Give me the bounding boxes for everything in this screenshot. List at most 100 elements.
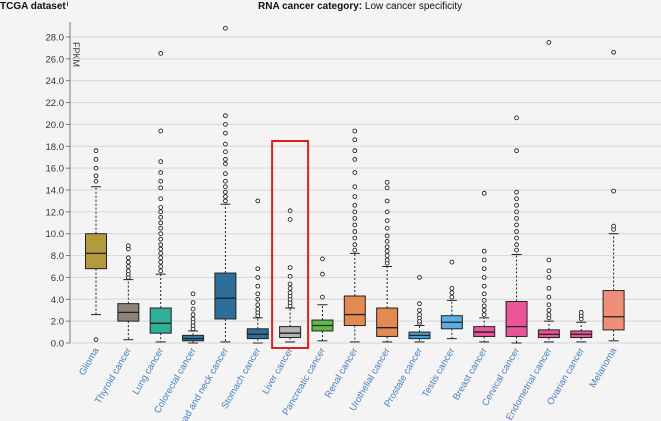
outlier-point xyxy=(158,185,164,191)
box-lung-cancer xyxy=(149,51,172,343)
outlier-point xyxy=(352,194,358,199)
outlier-point xyxy=(158,196,164,202)
outlier-point xyxy=(514,115,519,121)
outlier-point xyxy=(287,208,293,214)
box-iqr xyxy=(279,326,302,339)
box-ovarian-cancer xyxy=(570,310,593,343)
outlier-point xyxy=(352,170,358,175)
box-iqr xyxy=(343,295,366,327)
outlier-point xyxy=(546,312,552,317)
outlier-point xyxy=(481,275,487,280)
outlier-point xyxy=(158,205,164,210)
outlier-point xyxy=(417,312,422,317)
x-label-testis-cancer: Testis cancer xyxy=(420,346,457,400)
outlier-point xyxy=(449,259,455,265)
outlier-point xyxy=(223,130,228,136)
y-tick-label: 10.0 xyxy=(46,229,65,240)
outlier-point xyxy=(223,184,228,190)
outlier-point xyxy=(514,196,519,202)
y-tick-label: 6.0 xyxy=(51,273,64,284)
outlier-point xyxy=(223,161,228,167)
box-liver-cancer xyxy=(279,208,302,343)
outlier-point xyxy=(158,220,164,226)
box-cervical-cancer xyxy=(505,115,528,344)
outlier-point xyxy=(93,157,99,162)
y-tick-label: 14.0 xyxy=(46,186,65,197)
highlight-frame xyxy=(271,140,310,349)
outlier-point xyxy=(287,290,293,296)
outlier-point xyxy=(158,159,164,164)
outlier-point xyxy=(93,148,99,154)
outlier-point xyxy=(126,259,131,265)
outlier-point xyxy=(514,222,519,228)
outlier-point xyxy=(352,184,358,190)
outlier-point xyxy=(255,283,261,289)
outlier-point xyxy=(384,257,390,263)
outlier-point xyxy=(352,242,358,247)
box-endometrial-cancer xyxy=(537,40,560,343)
outlier-point xyxy=(352,216,358,221)
outlier-point xyxy=(611,49,616,55)
outlier-point xyxy=(190,306,196,312)
outlier-point xyxy=(384,253,390,258)
outlier-point xyxy=(320,256,325,262)
y-tick-label: 8.0 xyxy=(51,251,64,262)
outlier-point xyxy=(514,247,519,253)
outlier-point xyxy=(546,40,552,45)
outlier-point xyxy=(223,157,228,162)
outlier-point xyxy=(481,190,487,196)
outlier-point xyxy=(481,266,487,272)
outlier-point xyxy=(384,233,390,239)
outlier-point xyxy=(352,202,358,208)
outlier-point xyxy=(158,246,164,252)
outlier-point xyxy=(384,239,390,244)
box-iqr xyxy=(214,272,237,320)
outlier-point xyxy=(158,231,164,237)
x-label-liver-cancer: Liver cancer xyxy=(260,346,295,396)
outlier-point xyxy=(158,128,164,134)
box-stomach-cancer xyxy=(246,198,269,344)
box-series xyxy=(85,25,625,344)
box-breast-cancer xyxy=(473,190,496,343)
outlier-point xyxy=(384,180,390,185)
outlier-point xyxy=(255,306,261,312)
outlier-point xyxy=(255,296,261,302)
outlier-point xyxy=(352,222,358,228)
outlier-point xyxy=(384,209,390,215)
y-tick-label: 2.0 xyxy=(51,317,64,328)
outlier-point xyxy=(223,198,228,204)
outlier-point xyxy=(158,251,164,256)
y-tick-label: 18.0 xyxy=(46,142,65,153)
outlier-point xyxy=(223,189,228,195)
outlier-point xyxy=(126,243,131,249)
outlier-point xyxy=(481,303,487,309)
box-renal-cancer xyxy=(343,128,366,343)
box-melanoma xyxy=(602,49,625,342)
box-iqr xyxy=(505,300,528,337)
outlier-point xyxy=(481,283,487,289)
outlier-point xyxy=(93,173,99,179)
outlier-point xyxy=(417,301,422,307)
x-label-renal-cancer: Renal cancer xyxy=(323,346,361,400)
outlier-point xyxy=(320,294,325,300)
outlier-point xyxy=(514,148,519,154)
dataset-title: TCGA dataseti xyxy=(0,1,69,12)
outlier-point xyxy=(449,286,455,291)
y-axis-unit: FPKM xyxy=(71,42,81,67)
outlier-point xyxy=(384,198,390,204)
outlier-point xyxy=(417,275,422,280)
y-tick-label: 22.0 xyxy=(46,98,65,109)
outlier-point xyxy=(158,268,164,274)
outlier-point xyxy=(158,51,164,56)
y-tick-label: 20.0 xyxy=(46,120,65,131)
outlier-point xyxy=(352,229,358,234)
category-title: RNA cancer category: Low cancer specific… xyxy=(258,1,462,12)
outlier-point xyxy=(93,165,99,171)
y-tick-label: 24.0 xyxy=(46,76,65,87)
outlier-point xyxy=(158,255,164,261)
outlier-point xyxy=(190,300,196,305)
outlier-point xyxy=(223,149,228,155)
x-label-melanoma: Melanoma xyxy=(587,345,619,390)
outlier-point xyxy=(481,298,487,303)
outlier-point xyxy=(578,310,584,315)
